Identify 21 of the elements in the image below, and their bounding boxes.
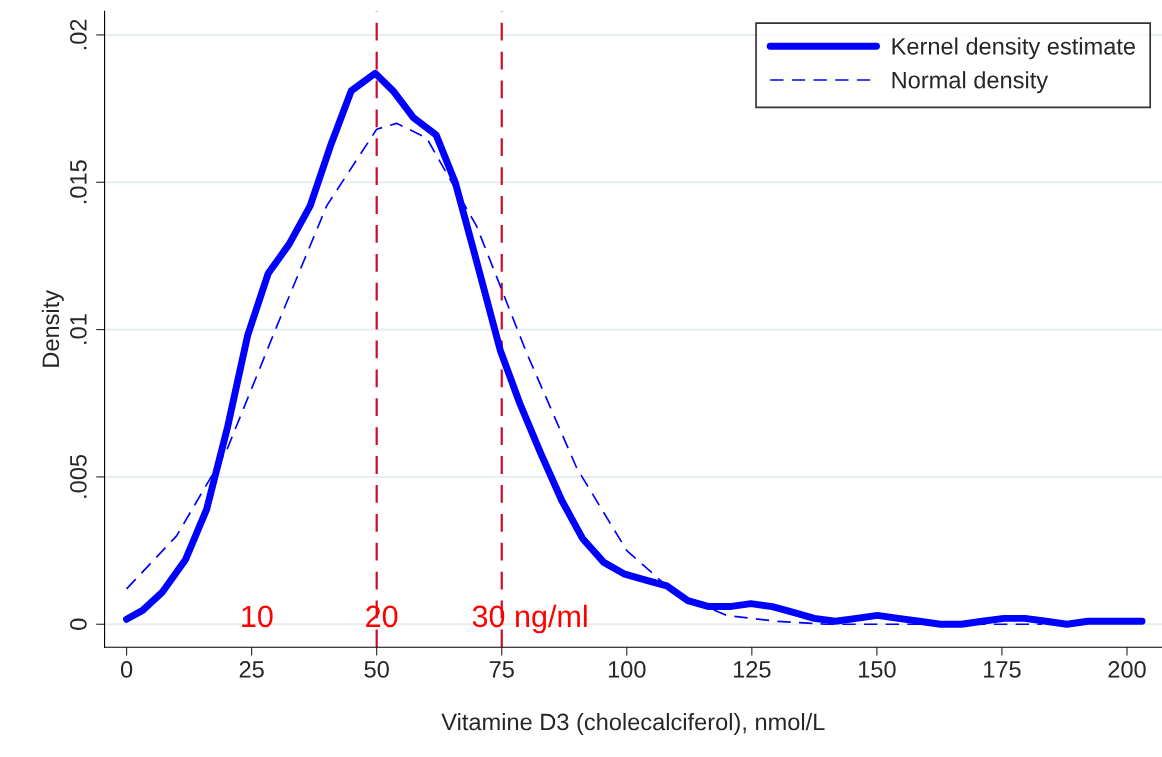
x-tick-label: 125 [733, 661, 771, 678]
annotation: 30 ng/ml [472, 604, 587, 634]
y-tick-label: .01 [70, 314, 87, 344]
y-axis-title: Density [41, 289, 64, 367]
x-tick-label: 25 [239, 661, 264, 678]
y-tick-label: .015 [70, 160, 87, 204]
x-tick-label: 50 [364, 661, 389, 678]
legend-label: Normal density [892, 71, 1049, 94]
x-axis-title: Vitamine D3 (cholecalciferol), nmol/L [441, 712, 825, 735]
x-tick-label: 75 [489, 661, 514, 678]
y-tick-label: .005 [70, 454, 87, 498]
annotation: 10 [242, 605, 273, 628]
x-tick-label: 175 [984, 661, 1021, 678]
y-tick-label: 0 [70, 618, 87, 630]
x-tick-label: 150 [858, 661, 896, 678]
y-tick-label: .02 [70, 19, 87, 50]
x-tick-label: 100 [608, 661, 646, 678]
x-tick-label: 200 [1108, 661, 1146, 678]
x-tick-label: 0 [120, 661, 133, 678]
annotation: 20 [366, 605, 398, 628]
legend-label: Kernel density estimate [892, 37, 1135, 60]
